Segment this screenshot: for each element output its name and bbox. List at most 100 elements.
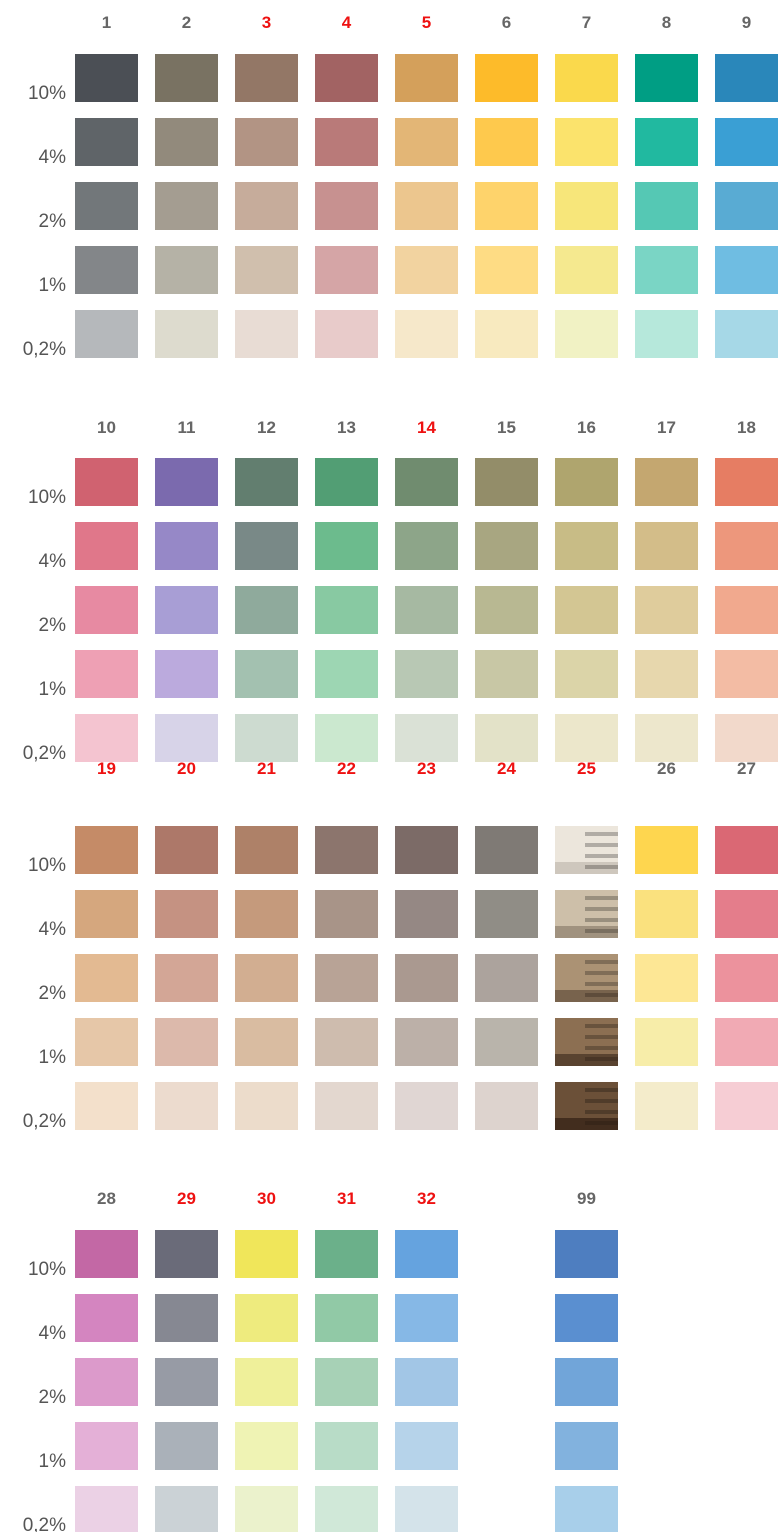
column-label: 12: [257, 418, 276, 437]
swatch-texture: [585, 929, 618, 933]
column-label: 20: [177, 759, 196, 778]
swatch: [555, 1422, 618, 1470]
column-label: 8: [662, 13, 671, 32]
swatch: [395, 54, 458, 102]
swatch: [475, 118, 538, 166]
column-label: 18: [737, 418, 756, 437]
swatch: [475, 522, 538, 570]
swatch: [315, 1082, 378, 1130]
swatch: [395, 458, 458, 506]
swatch: [155, 586, 218, 634]
swatch-texture: [585, 907, 618, 911]
swatch: [155, 182, 218, 230]
swatch: [155, 246, 218, 294]
swatch: [635, 118, 698, 166]
swatch: [555, 522, 618, 570]
swatch: [315, 586, 378, 634]
swatch: [715, 522, 778, 570]
swatch-texture: [555, 862, 618, 874]
swatch: [715, 714, 778, 762]
swatch: [635, 954, 698, 1002]
row-label: 4%: [39, 551, 67, 572]
swatch: [315, 522, 378, 570]
swatch: [235, 522, 298, 570]
swatch: [235, 1294, 298, 1342]
swatch: [315, 310, 378, 358]
swatch: [315, 1018, 378, 1066]
swatch: [555, 118, 618, 166]
swatch: [555, 714, 618, 762]
swatch: [475, 714, 538, 762]
swatch: [155, 458, 218, 506]
swatch: [395, 1358, 458, 1406]
swatch: [555, 182, 618, 230]
swatch: [155, 1422, 218, 1470]
swatch: [395, 890, 458, 938]
swatch: [395, 1230, 458, 1278]
swatch: [395, 1422, 458, 1470]
swatch: [555, 586, 618, 634]
swatch: [555, 310, 618, 358]
swatch: [235, 1358, 298, 1406]
swatch: [75, 714, 138, 762]
row-label: 2%: [39, 211, 67, 232]
swatch: [235, 1230, 298, 1278]
swatch-texture: [585, 832, 618, 836]
swatch-texture: [555, 1054, 618, 1066]
row-label: 0,2%: [23, 743, 66, 764]
column-label: 1: [102, 13, 111, 32]
swatch: [315, 890, 378, 938]
swatch: [475, 826, 538, 874]
swatch-texture: [585, 918, 618, 922]
swatch: [635, 246, 698, 294]
swatch: [75, 1422, 138, 1470]
swatch: [635, 458, 698, 506]
swatch: [155, 714, 218, 762]
swatch: [555, 54, 618, 102]
swatch: [235, 246, 298, 294]
swatch: [395, 310, 458, 358]
swatch: [475, 650, 538, 698]
swatch: [715, 1018, 778, 1066]
column-label: 31: [337, 1189, 356, 1208]
row-label: 0,2%: [23, 339, 66, 360]
swatch: [395, 1486, 458, 1532]
swatch: [315, 1230, 378, 1278]
swatch: [715, 650, 778, 698]
swatch: [75, 826, 138, 874]
swatch: [235, 1018, 298, 1066]
swatch: [555, 1230, 618, 1278]
swatch: [315, 1486, 378, 1532]
swatch: [395, 586, 458, 634]
swatch: [235, 182, 298, 230]
column-label: 14: [417, 418, 436, 437]
swatch: [315, 458, 378, 506]
column-label: 22: [337, 759, 356, 778]
swatch: [555, 650, 618, 698]
swatch: [395, 246, 458, 294]
column-label: 4: [342, 13, 352, 32]
swatch: [315, 246, 378, 294]
column-label: 11: [178, 418, 196, 437]
swatch: [235, 826, 298, 874]
swatch: [315, 826, 378, 874]
swatch: [715, 826, 778, 874]
swatch: [75, 1358, 138, 1406]
swatch: [75, 310, 138, 358]
column-label: 3: [262, 13, 271, 32]
swatch: [155, 1358, 218, 1406]
swatch: [155, 826, 218, 874]
column-label: 26: [657, 759, 676, 778]
column-label: 27: [737, 759, 756, 778]
swatch: [75, 1018, 138, 1066]
swatch: [75, 458, 138, 506]
swatch: [315, 1294, 378, 1342]
swatch: [75, 954, 138, 1002]
swatch: [235, 1422, 298, 1470]
row-label: 2%: [39, 1387, 67, 1408]
swatch: [555, 458, 618, 506]
swatch-texture: [585, 1088, 618, 1092]
swatch-texture: [555, 1118, 618, 1130]
swatch: [155, 890, 218, 938]
column-label: 28: [97, 1189, 116, 1208]
